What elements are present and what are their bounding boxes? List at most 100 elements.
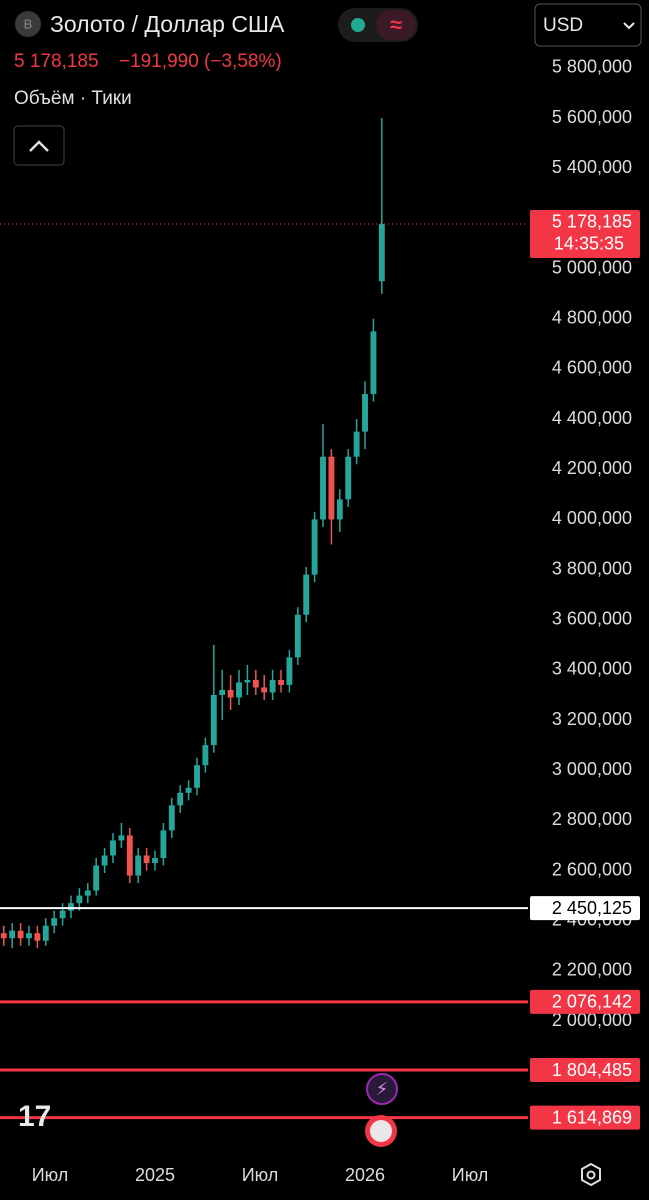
event-icon[interactable] [366, 1073, 398, 1105]
candle-body [252, 679, 259, 688]
tradingview-logo[interactable]: 17 [18, 1100, 51, 1133]
y-tick-label: 2 800,000 [552, 809, 632, 829]
candle-body [51, 918, 58, 926]
x-tick-label: 2025 [135, 1165, 175, 1185]
price-line-label: 2 450,125 [552, 898, 632, 918]
symbol-icon [15, 11, 41, 37]
currency-select[interactable] [534, 3, 642, 47]
y-tick-label: 5 600,000 [552, 107, 632, 127]
settings-button[interactable] [581, 1162, 601, 1187]
y-tick-label: 4 600,000 [552, 358, 632, 378]
price-line-tag[interactable] [530, 1058, 640, 1083]
y-tick-label: 4 200,000 [552, 458, 632, 478]
candle-body [194, 765, 200, 788]
x-tick-label: Июл [242, 1165, 279, 1185]
x-tick-label: Июл [32, 1165, 69, 1185]
candle-body [160, 830, 167, 858]
candle-body [261, 687, 268, 693]
current-price-tag [530, 209, 640, 258]
candle-body [328, 456, 335, 520]
currency-label: USD [543, 15, 583, 36]
candle-body [152, 857, 158, 864]
candle-body [9, 930, 16, 939]
candle-body [269, 679, 276, 693]
candle-body [345, 456, 352, 500]
settings-icon [586, 1170, 596, 1180]
candle-body [185, 787, 192, 793]
event-icon-glyph: ⚡ [376, 1079, 389, 1099]
candle-body [202, 745, 209, 766]
price-line-tag[interactable] [530, 989, 640, 1014]
y-tick-label: 4 000,000 [552, 508, 632, 528]
flag-icon [370, 1120, 392, 1142]
candle-body [311, 519, 318, 575]
candle-body [353, 431, 360, 457]
candle-body [294, 614, 301, 658]
candle-body [68, 903, 74, 911]
candle-body [34, 933, 41, 941]
y-tick-label: 3 400,000 [552, 659, 632, 679]
candle-body [126, 835, 133, 876]
candle-body [227, 689, 234, 698]
symbol-icon-letter: B [24, 16, 33, 31]
y-tick-label: 4 800,000 [552, 308, 632, 328]
y-tick-label: 3 000,000 [552, 759, 632, 779]
candle-body [320, 456, 326, 520]
market-open-dot [351, 18, 365, 32]
candle-body [303, 574, 310, 615]
candle-body [210, 694, 217, 746]
candle-body [93, 865, 100, 891]
candle-body [236, 682, 242, 698]
y-tick-label: 4 400,000 [552, 408, 632, 428]
current-price-time: 14:35:35 [554, 234, 624, 254]
x-tick-label: Июл [452, 1165, 489, 1185]
candle-body [278, 679, 284, 685]
y-tick-label: 3 200,000 [552, 709, 632, 729]
candle-body [110, 840, 116, 856]
delay-icon: ≈ [390, 12, 402, 37]
candle-body [362, 394, 368, 432]
price-line-tag[interactable] [530, 1105, 640, 1130]
candle-body [244, 679, 251, 683]
x-tick-label: 2026 [345, 1165, 385, 1185]
candle-body [84, 890, 91, 896]
price-line-tag[interactable] [530, 896, 640, 921]
candle-body [336, 499, 343, 520]
y-tick-label: 5 400,000 [552, 157, 632, 177]
candle-body [17, 930, 24, 939]
candle-body [59, 910, 66, 919]
candle-body [118, 835, 125, 841]
y-tick-label: 2 200,000 [552, 960, 632, 980]
delay-badge [376, 10, 416, 40]
volume-indicator[interactable]: Объём · Тики [14, 88, 132, 109]
candle-body [286, 657, 293, 685]
last-price: 5 178,185 [14, 51, 99, 72]
candle-body [168, 805, 175, 831]
candle-body [378, 223, 385, 282]
y-tick-label: 3 600,000 [552, 608, 632, 628]
price-line-label: 1 804,485 [552, 1060, 632, 1080]
candle-body [26, 933, 32, 939]
y-tick-label: 2 600,000 [552, 859, 632, 879]
candle-body [0, 933, 7, 939]
collapse-button[interactable] [13, 125, 65, 166]
candle-body [42, 925, 49, 941]
y-tick-label: 5 800,000 [552, 57, 632, 77]
current-price-label: 5 178,185 [552, 212, 632, 232]
price-change: −191,990 (−3,58%) [119, 51, 282, 72]
price-line-label: 1 614,869 [552, 1107, 632, 1127]
candle-body [143, 855, 150, 864]
currency-caret [623, 22, 635, 30]
candle-body [135, 855, 142, 876]
y-tick-label: 3 800,000 [552, 558, 632, 578]
candle-body [370, 331, 377, 395]
overlay: 2 450,125 2 076,142 1 804,485 1 614,869 5 17… [0, 209, 640, 1130]
candle-body [177, 792, 184, 806]
price-line-label: 2 076,142 [552, 992, 632, 1012]
symbol-title[interactable]: Золото / Доллар США [50, 11, 285, 37]
y-tick-label: 2 000,000 [552, 1010, 632, 1030]
candle-body [219, 689, 226, 695]
candle-body [76, 895, 83, 904]
